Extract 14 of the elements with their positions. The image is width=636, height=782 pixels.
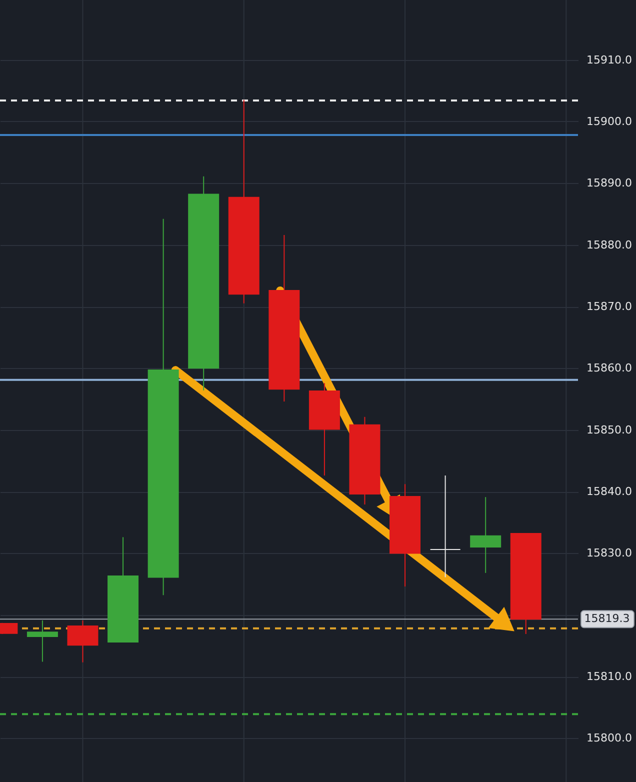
y-tick-label: 15870.0 [586, 300, 632, 314]
candlestick [26, 620, 58, 662]
y-tick-label: 15850.0 [586, 423, 632, 436]
y-tick-label: 15810.0 [586, 670, 632, 684]
y-tick-label: 15840.0 [586, 485, 632, 498]
ref-line-label: 15819.3 [584, 612, 630, 626]
y-tick-label: 15890.0 [586, 176, 632, 190]
y-tick-label: 15800.0 [586, 732, 632, 745]
y-tick-label: 15860.0 [586, 362, 632, 375]
y-tick-label: 15830.0 [586, 546, 632, 560]
y-tick-label: 15910.0 [586, 53, 632, 66]
y-tick-label: 15880.0 [586, 238, 632, 252]
candlestick [430, 474, 461, 578]
y-tick-label: 15900.0 [586, 114, 632, 128]
